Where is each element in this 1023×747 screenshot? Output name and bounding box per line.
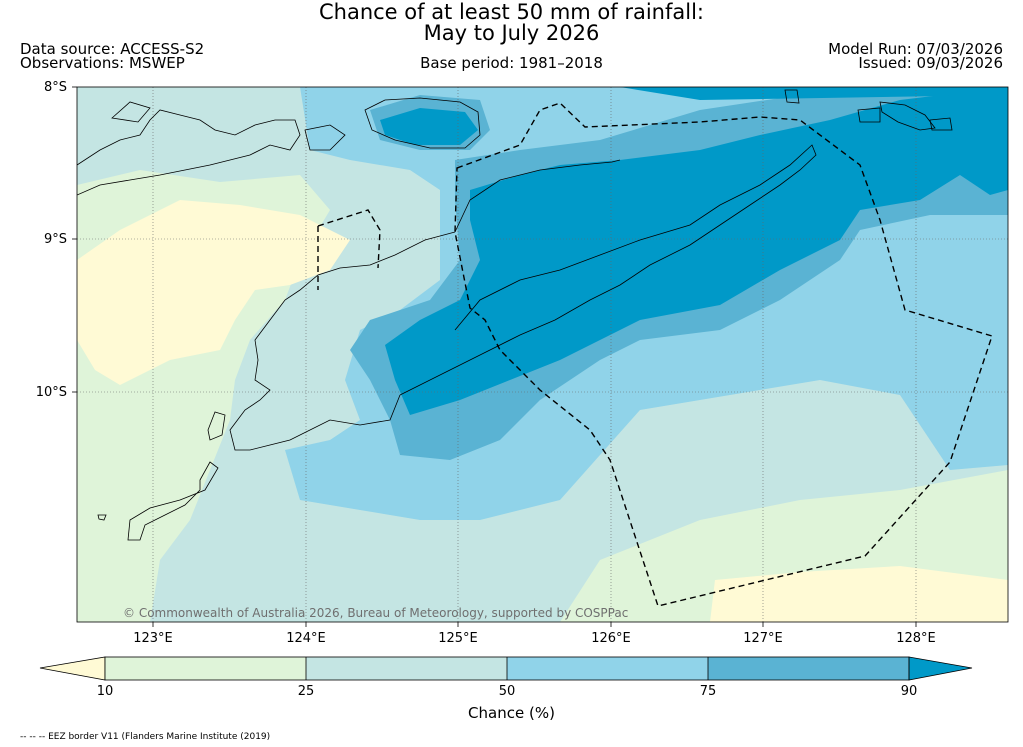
colorbar-tick-90: 90: [900, 684, 918, 699]
colorbar: [39, 656, 973, 681]
coastlines: [77, 89, 953, 541]
colorbar-segment-below-10: [39, 656, 106, 681]
band-above-90-strip: [620, 87, 1008, 100]
lat-label-10s: 10°S: [35, 385, 67, 400]
colorbar-segment-75-90: [708, 657, 909, 680]
band-below-10-south: [710, 566, 1008, 622]
model-run-text: Model Run: 07/03/2026: [828, 40, 1003, 58]
lon-label-126e: 126°E: [591, 631, 631, 646]
colorbar-segment-10-25: [105, 657, 306, 680]
lat-label-9s: 9°S: [43, 232, 67, 247]
colorbar-label: Chance (%): [468, 704, 555, 722]
title-line-1: Chance of at least 50 mm of rainfall:: [318, 0, 704, 24]
lon-label-125e: 125°E: [438, 631, 478, 646]
issued-text: Issued: 09/03/2026: [858, 54, 1003, 72]
lon-label-127e: 127°E: [743, 631, 783, 646]
tick-marks: [72, 86, 917, 627]
lon-label-123e: 123°E: [133, 631, 173, 646]
map-frame: [76, 86, 1009, 623]
band-below-10-west: [77, 200, 350, 385]
eez-legend-text: -- -- -- EEZ border V11 (Flanders Marine…: [20, 732, 271, 742]
copyright-text: © Commonwealth of Australia 2026, Bureau…: [123, 606, 629, 620]
colorbar-segment-50-75: [507, 657, 708, 680]
colorbar-tick-10: 10: [96, 684, 114, 699]
gridlines: [77, 87, 1008, 622]
band-above-90-north: [380, 108, 478, 145]
lon-label-124e: 124°E: [286, 631, 326, 646]
eez-border: [317, 102, 993, 607]
colorbar-tick-50: 50: [498, 684, 516, 699]
band-above-90: [385, 87, 1008, 415]
colorbar-tick-25: 25: [297, 684, 315, 699]
lon-label-128e: 128°E: [896, 631, 936, 646]
observations-text: Observations: MSWEP: [20, 54, 185, 72]
data-source-text: Data source: ACCESS-S2: [20, 40, 205, 58]
lat-label-8s: 8°S: [43, 80, 67, 95]
base-period-text: Base period: 1981–2018: [420, 54, 603, 72]
colorbar-segment-25-50: [306, 657, 507, 680]
colorbar-segment-above-90: [908, 656, 973, 681]
title-line-2: May to July 2026: [423, 21, 600, 45]
colorbar-tick-75: 75: [699, 684, 717, 699]
